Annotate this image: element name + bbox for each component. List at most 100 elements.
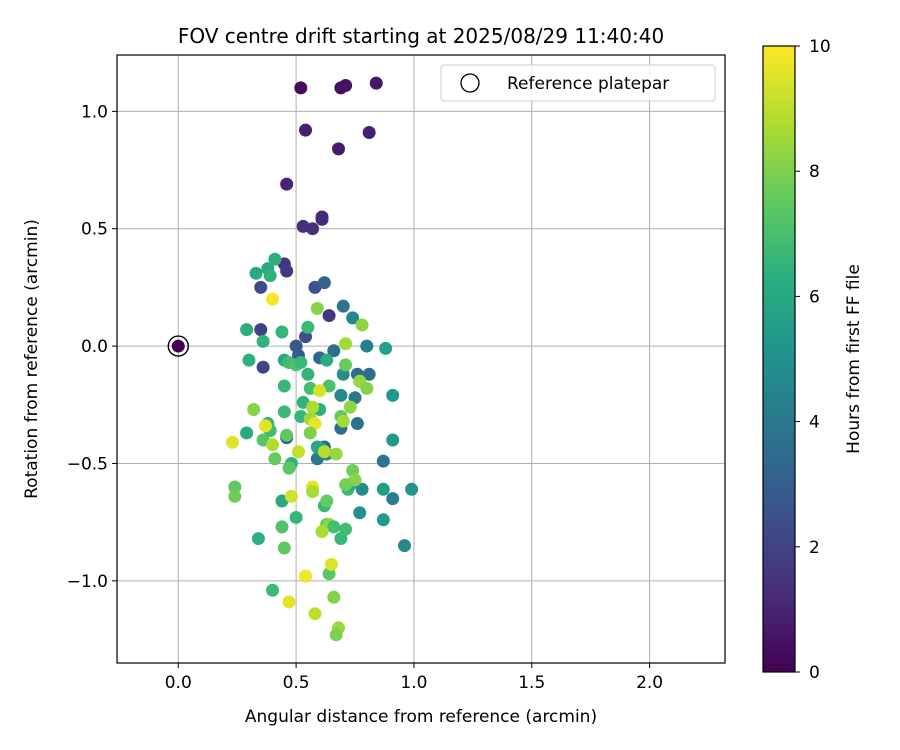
- colorbar-gradient: [762, 45, 796, 673]
- legend-entry-reference: Reference platepar: [507, 74, 669, 94]
- y-axis: −1.0 −0.5 0.0 0.5 1.0: [67, 102, 117, 592]
- data-point: [339, 478, 353, 492]
- data-point: [343, 400, 357, 414]
- data-point: [346, 311, 360, 325]
- y-tick-label: 0.0: [81, 337, 108, 357]
- data-point: [327, 520, 341, 534]
- data-point: [280, 264, 294, 278]
- data-point: [280, 428, 294, 442]
- legend: Reference platepar: [440, 64, 716, 102]
- data-point: [339, 358, 353, 372]
- data-point: [299, 123, 313, 137]
- data-point: [242, 353, 256, 367]
- data-point: [268, 252, 282, 266]
- data-point: [228, 489, 242, 503]
- data-point: [254, 280, 268, 294]
- data-point: [303, 426, 317, 440]
- data-point: [398, 539, 412, 553]
- data-point: [350, 417, 364, 431]
- data-point: [301, 367, 315, 381]
- data-point: [280, 177, 294, 191]
- data-point: [275, 520, 289, 534]
- plot-frame: [116, 54, 726, 664]
- data-point: [310, 302, 324, 316]
- data-point: [294, 81, 308, 95]
- data-point: [256, 334, 270, 348]
- data-point: [249, 266, 263, 280]
- data-point: [362, 367, 376, 381]
- data-point: [353, 506, 367, 520]
- data-point: [329, 628, 343, 642]
- x-tick-label: 0.0: [165, 673, 192, 693]
- data-point: [263, 269, 277, 283]
- y-tick-label: 0.5: [81, 220, 108, 240]
- data-point: [240, 426, 254, 440]
- colorbar-ticks: 0 2 4 6 8 10: [795, 37, 831, 683]
- data-point: [355, 482, 369, 496]
- data-point: [405, 482, 419, 496]
- data-point: [386, 492, 400, 506]
- data-point: [315, 525, 329, 539]
- reference-marker-ring: [167, 335, 189, 357]
- data-point: [317, 445, 331, 459]
- data-point: [284, 489, 298, 503]
- y-axis-label: Rotation from reference (arcmin): [22, 219, 42, 499]
- colorbar-tick-label: 0: [809, 663, 820, 683]
- colorbar-tick-label: 8: [809, 162, 820, 182]
- data-point: [251, 532, 265, 546]
- reference-point: [171, 339, 185, 353]
- data-points: [225, 76, 419, 642]
- data-point: [355, 318, 369, 332]
- reference-point-layer: [167, 335, 189, 357]
- data-point: [225, 435, 239, 449]
- data-point: [360, 339, 374, 353]
- plot-area: 0.0 0.5 1.0 1.5 2.0 −1.0 −0.5 0.0 0.5 1.0: [67, 54, 726, 693]
- data-point: [332, 142, 346, 156]
- data-point: [360, 381, 374, 395]
- data-point: [277, 405, 291, 419]
- data-point: [299, 569, 313, 583]
- data-point: [386, 433, 400, 447]
- data-point: [376, 482, 390, 496]
- data-point: [329, 447, 343, 461]
- data-point: [324, 557, 338, 571]
- colorbar-tick-label: 2: [809, 538, 820, 558]
- legend-marker-reference: [460, 73, 480, 93]
- data-point: [308, 607, 322, 621]
- data-point: [313, 384, 327, 398]
- y-tick-label: −1.0: [67, 572, 108, 592]
- data-point: [336, 299, 350, 313]
- data-point: [376, 513, 390, 527]
- y-tick-label: 1.0: [81, 102, 108, 122]
- colorbar: 0 2 4 6 8 10 Hours from first FF file: [762, 37, 864, 683]
- data-point: [327, 590, 341, 604]
- data-point: [327, 344, 341, 358]
- data-point: [301, 320, 315, 334]
- data-point: [247, 402, 261, 416]
- x-axis: 0.0 0.5 1.0 1.5 2.0: [165, 663, 663, 693]
- data-point: [322, 309, 336, 323]
- chart-title: FOV centre drift starting at 2025/08/29 …: [178, 24, 664, 48]
- x-tick-label: 2.0: [636, 673, 663, 693]
- data-point: [254, 323, 268, 337]
- data-point: [266, 292, 280, 306]
- data-point: [275, 325, 289, 339]
- y-tick-label: −0.5: [67, 454, 108, 474]
- data-point: [376, 454, 390, 468]
- legend-box: [440, 64, 716, 102]
- x-tick-label: 1.5: [518, 673, 545, 693]
- data-point: [282, 595, 296, 609]
- data-point: [306, 222, 320, 236]
- data-point: [369, 76, 383, 90]
- data-point: [291, 445, 305, 459]
- data-point: [266, 438, 280, 452]
- data-point: [277, 379, 291, 393]
- data-point: [386, 388, 400, 402]
- data-point: [282, 461, 296, 475]
- data-point: [268, 452, 282, 466]
- colorbar-tick-label: 6: [809, 287, 820, 307]
- x-tick-label: 0.5: [283, 673, 310, 693]
- x-axis-label: Angular distance from reference (arcmin): [245, 707, 597, 727]
